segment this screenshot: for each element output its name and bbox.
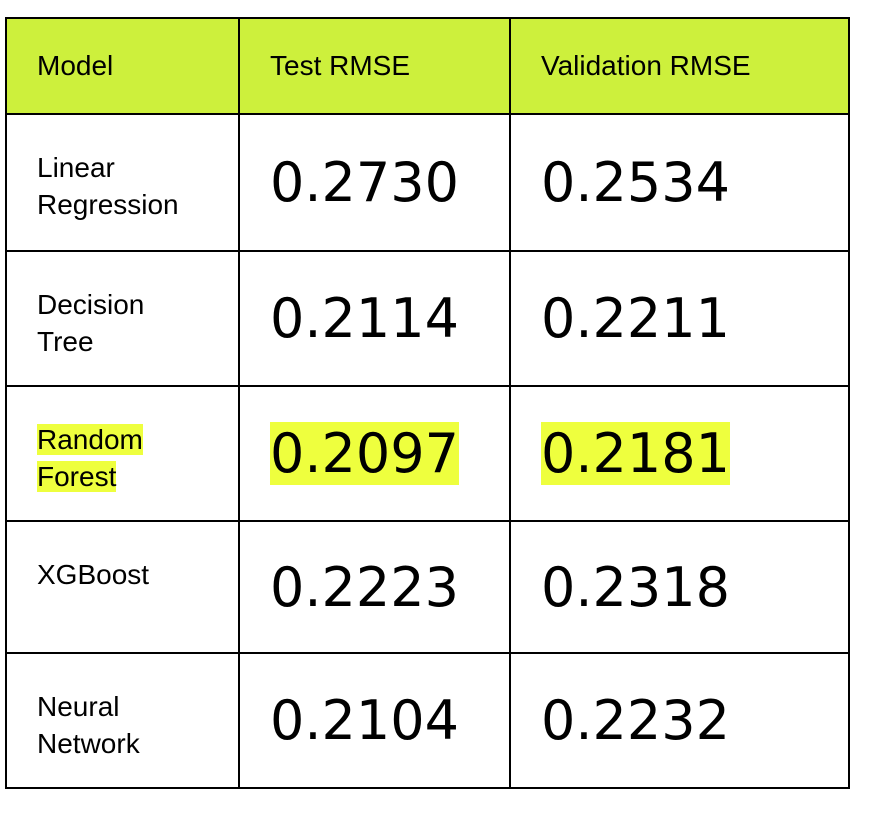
table-row: Neural Network 0.2104 0.2232 xyxy=(5,652,850,789)
table-body: Linear Regression 0.2730 0.2534 Decision Tr… xyxy=(5,113,850,789)
value-cell: 0.2104 xyxy=(238,652,511,789)
model-cell: Decision Tree xyxy=(5,250,240,387)
value-cell: 0.2211 xyxy=(509,250,850,387)
rmse-value: 0.2318 xyxy=(541,555,730,619)
rmse-value: 0.2223 xyxy=(270,555,459,619)
table-row: Decision Tree 0.2114 0.2211 xyxy=(5,250,850,387)
cell-wrap: Decision Tree xyxy=(37,286,207,360)
cell-wrap: XGBoost xyxy=(37,556,149,593)
cell-wrap: 0.2730 xyxy=(270,151,459,214)
cell-wrap: Random Forest xyxy=(37,421,207,495)
value-cell: 0.2534 xyxy=(509,113,850,252)
results-table: Model Test RMSE Validation RMSE Linear Reg… xyxy=(5,17,850,789)
header-cell: Model xyxy=(5,17,240,115)
value-cell: 0.2097 xyxy=(238,385,511,522)
rmse-value: 0.2211 xyxy=(541,287,730,350)
model-name: XGBoost xyxy=(37,559,150,590)
rmse-value: 0.2104 xyxy=(270,689,459,752)
model-cell: XGBoost xyxy=(5,520,240,654)
header-cell: Test RMSE xyxy=(238,17,511,115)
model-name: Random Forest xyxy=(37,424,143,492)
header-cell: Validation RMSE xyxy=(509,17,850,115)
cell-wrap: Neural Network xyxy=(37,688,207,762)
model-name: Decision Tree xyxy=(37,289,145,357)
value-cell: 0.2223 xyxy=(238,520,511,654)
cell-wrap: 0.2534 xyxy=(541,151,730,214)
cell-wrap: 0.2318 xyxy=(541,556,730,619)
table-row: Random Forest 0.2097 0.2181 xyxy=(5,385,850,522)
model-name: Linear Regression xyxy=(37,152,179,220)
model-name: Neural Network xyxy=(37,691,140,759)
model-cell: Neural Network xyxy=(5,652,240,789)
rmse-value: 0.2181 xyxy=(541,422,730,485)
cell-wrap: 0.2232 xyxy=(541,689,730,752)
cell-wrap: 0.2104 xyxy=(270,689,459,752)
cell-wrap: 0.2181 xyxy=(541,422,730,485)
value-cell: 0.2730 xyxy=(238,113,511,252)
rmse-value: 0.2534 xyxy=(541,151,730,214)
rmse-value: 0.2232 xyxy=(541,689,730,752)
table-container: Model Test RMSE Validation RMSE Linear Reg… xyxy=(5,17,850,789)
header-row: Model Test RMSE Validation RMSE xyxy=(5,17,850,115)
cell-wrap: 0.2114 xyxy=(270,287,459,350)
cell-wrap: 0.2097 xyxy=(270,422,459,485)
cell-wrap: Linear Regression xyxy=(37,149,207,223)
rmse-value: 0.2730 xyxy=(270,151,459,214)
cell-wrap: 0.2211 xyxy=(541,287,730,350)
table-row: XGBoost 0.2223 0.2318 xyxy=(5,520,850,654)
value-cell: 0.2181 xyxy=(509,385,850,522)
value-cell: 0.2318 xyxy=(509,520,850,654)
cell-wrap: 0.2223 xyxy=(270,556,459,619)
value-cell: 0.2114 xyxy=(238,250,511,387)
rmse-value: 0.2114 xyxy=(270,287,459,350)
rmse-value: 0.2097 xyxy=(270,422,459,485)
value-cell: 0.2232 xyxy=(509,652,850,789)
table-row: Linear Regression 0.2730 0.2534 xyxy=(5,113,850,252)
model-cell: Random Forest xyxy=(5,385,240,522)
model-cell: Linear Regression xyxy=(5,113,240,252)
